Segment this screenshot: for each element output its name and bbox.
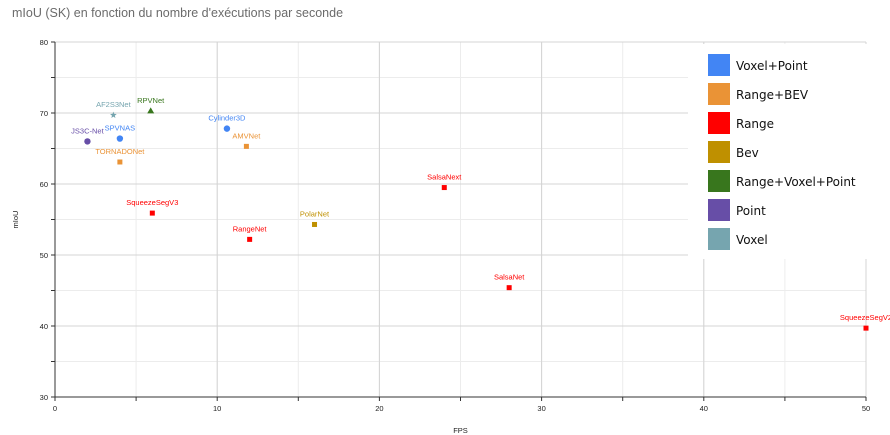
y-tick-label: 70: [40, 109, 48, 118]
y-tick-label: 50: [40, 251, 48, 260]
data-point: AMVNet: [232, 131, 261, 149]
legend-label: Point: [736, 204, 766, 218]
data-point: Cylinder3D: [208, 114, 246, 132]
x-tick-label: 40: [700, 404, 708, 413]
point-marker-star: [110, 111, 117, 118]
point-label: AF2S3Net: [96, 100, 132, 109]
chart-title: mIoU (SK) en fonction du nombre d'exécut…: [12, 6, 344, 20]
point-label: JS3C-Net: [71, 126, 104, 135]
data-points: AF2S3Net RPVNet JS3C-Net SPVNAS Cylinder3D AM…: [71, 96, 890, 331]
point-label: Cylinder3D: [208, 114, 246, 123]
legend-swatch: [708, 83, 730, 105]
point-marker-circle: [116, 135, 124, 142]
point-label: RPVNet: [137, 96, 165, 105]
legend-label: Range+BEV: [736, 88, 809, 102]
y-tick-label: 60: [40, 180, 48, 189]
data-point: SqueezeSegV3: [126, 198, 178, 216]
point-marker-square: [243, 143, 249, 149]
legend-label: Range: [736, 117, 774, 131]
point-label: SalsaNext: [427, 173, 462, 182]
point-label: PolarNet: [300, 209, 330, 218]
point-marker-square: [149, 210, 155, 216]
data-point: SalsaNext: [427, 173, 462, 191]
data-point: SqueezeSegV2: [840, 313, 890, 331]
point-label: SqueezeSegV2: [840, 313, 890, 322]
data-point: SalsaNet: [494, 273, 525, 291]
data-point: SPVNAS: [105, 124, 135, 142]
x-tick-label: 20: [375, 404, 383, 413]
legend-label: Range+Voxel+Point: [736, 175, 856, 189]
point-marker-circle: [223, 125, 231, 132]
legend-swatch: [708, 141, 730, 163]
axes: 0 10 20 30 40 50 30 40 50 60 70 80: [40, 38, 871, 413]
data-point: RangeNet: [233, 224, 268, 242]
point-label: SqueezeSegV3: [126, 198, 178, 207]
point-label: TORNADONet: [95, 147, 145, 156]
point-marker-square: [441, 185, 447, 191]
data-point: TORNADONet: [95, 147, 145, 165]
point-label: AMVNet: [232, 131, 261, 140]
legend-label: Voxel: [736, 233, 768, 247]
legend-swatch: [708, 228, 730, 250]
legend-label: Voxel+Point: [736, 59, 808, 73]
data-point: PolarNet: [300, 209, 330, 227]
y-tick-label: 80: [40, 38, 48, 47]
x-axis-title: FPS: [453, 426, 468, 435]
point-marker-circle: [84, 138, 91, 145]
y-tick-label: 30: [40, 393, 48, 402]
legend-swatch: [708, 170, 730, 192]
point-marker-triangle: [147, 107, 155, 114]
legend-swatch: [708, 112, 730, 134]
y-tick-label: 40: [40, 322, 48, 331]
data-point: JS3C-Net: [71, 126, 105, 145]
legend: Voxel+Point Range+BEV Range Bev Range+Voxel+…: [688, 44, 870, 259]
point-marker-square: [117, 159, 123, 165]
point-label: RangeNet: [233, 224, 268, 233]
data-point: AF2S3Net: [96, 100, 132, 118]
legend-swatch: [708, 54, 730, 76]
point-marker-square: [247, 236, 253, 242]
legend-swatch: [708, 199, 730, 221]
legend-label: Bev: [736, 146, 759, 160]
x-tick-label: 0: [53, 404, 57, 413]
y-axis-title: mIoU: [11, 211, 20, 229]
x-tick-label: 30: [537, 404, 545, 413]
point-marker-square: [312, 221, 318, 227]
x-tick-label: 50: [862, 404, 870, 413]
point-marker-square: [863, 325, 869, 331]
data-point: RPVNet: [137, 96, 165, 114]
point-label: SalsaNet: [494, 273, 525, 282]
x-tick-label: 10: [213, 404, 221, 413]
point-marker-square: [506, 285, 512, 291]
point-label: SPVNAS: [105, 124, 135, 133]
